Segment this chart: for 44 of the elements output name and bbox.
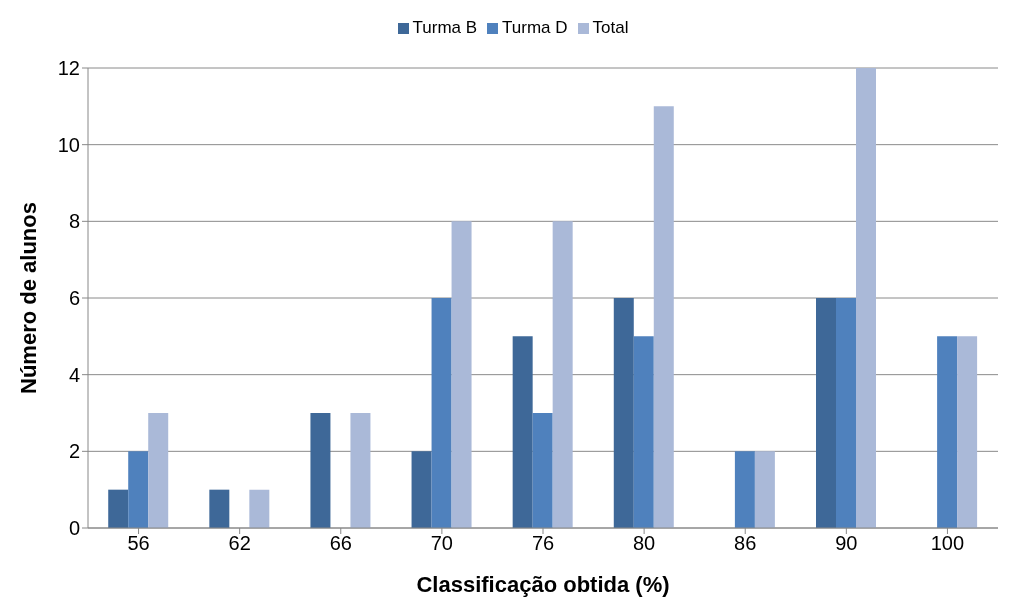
x-tick-label: 62 <box>228 532 251 555</box>
x-tick-label: 76 <box>531 532 555 555</box>
bar <box>816 298 836 528</box>
x-tick-label: 66 <box>329 532 352 555</box>
bar <box>128 451 149 528</box>
y-tick-label: 2 <box>68 440 80 463</box>
bar <box>350 413 371 528</box>
y-tick-label: 4 <box>68 363 80 386</box>
bar <box>653 106 674 528</box>
y-tick-label: 8 <box>68 210 80 233</box>
y-tick-label: 0 <box>68 517 80 540</box>
bar <box>209 489 230 528</box>
bar <box>957 336 978 528</box>
bar <box>836 298 856 528</box>
bar <box>552 221 573 528</box>
bar <box>310 413 331 528</box>
bar <box>431 298 452 528</box>
x-tick-label: 90 <box>835 532 858 555</box>
bar <box>754 451 775 528</box>
x-axis-title: Classificação obtida (%) <box>416 571 670 597</box>
bar <box>451 221 472 528</box>
x-tick-label: 86 <box>734 532 757 555</box>
x-tick-label: 56 <box>127 532 150 555</box>
bar <box>613 298 634 528</box>
bar <box>633 336 654 528</box>
y-tick-label: 6 <box>68 287 80 310</box>
bar <box>249 489 270 528</box>
bar <box>108 489 129 528</box>
x-tick-label: 80 <box>632 532 656 555</box>
x-tick-label: 70 <box>430 532 454 555</box>
y-tick-label: 10 <box>57 133 80 156</box>
y-tick-label: 12 <box>57 57 80 80</box>
bar <box>532 413 553 528</box>
legend-label: Total <box>592 18 629 37</box>
bar <box>734 451 755 528</box>
bar <box>856 68 876 528</box>
bar <box>411 451 432 528</box>
bar <box>937 336 958 528</box>
y-axis-title: Número de alunos <box>15 202 41 394</box>
bar <box>512 336 533 528</box>
bar <box>148 413 169 528</box>
legend-label: Turma B <box>412 18 478 37</box>
legend-label: Turma D <box>502 18 568 37</box>
x-tick-label: 100 <box>930 532 965 555</box>
